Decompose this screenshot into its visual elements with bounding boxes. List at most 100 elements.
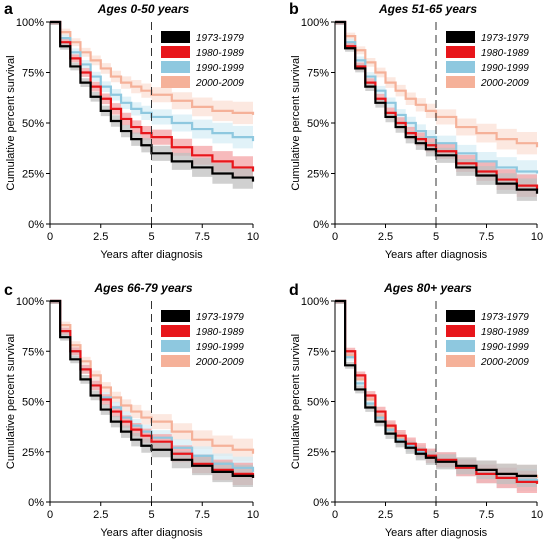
legend-swatch-2000-2009: [161, 355, 190, 367]
x-axis-label: Years after diagnosis: [385, 527, 488, 539]
confidence-band-1973-1979: [335, 301, 537, 488]
legend-label: 2000-2009: [195, 357, 244, 368]
survival-curve-2000-2009: [335, 20, 539, 148]
legend-label: 1980-1989: [481, 48, 529, 59]
confidence-band-1990-1999: [50, 22, 253, 154]
legend-swatch-1973-1979: [161, 310, 190, 322]
y-axis-label: Cumulative percent survival: [5, 55, 17, 190]
x-tick-label: 0: [332, 509, 338, 521]
legend-swatch-1980-1989: [161, 325, 190, 337]
x-tick-label: 2.5: [93, 231, 108, 243]
legend-swatch-1973-1979: [446, 310, 475, 322]
panel-c: c Ages 66-79 years 0% 25% 50% 75% 100% 0 2.5 5 7.5…: [4, 281, 259, 539]
y-tick-label: 50%: [307, 397, 329, 409]
legend-label: 1990-1999: [196, 342, 244, 353]
y-tick-label: 75%: [307, 346, 329, 358]
legend-swatch-2000-2009: [446, 355, 475, 367]
y-tick-label: 0%: [313, 497, 329, 509]
survival-curve-1973-1979: [335, 299, 537, 477]
x-axis-label: Years after diagnosis: [100, 527, 203, 539]
legend-swatch-2000-2009: [446, 76, 475, 88]
legend-label: 1990-1999: [481, 63, 529, 74]
y-axis-label: Cumulative percent survival: [5, 334, 17, 469]
x-tick-label: 2.5: [93, 509, 108, 521]
y-tick-label: 0%: [313, 219, 329, 231]
panel-title: Ages 66-79 years: [93, 281, 192, 295]
x-tick-label: 5: [148, 509, 154, 521]
x-tick-label: 10: [531, 231, 543, 243]
legend-label: 1990-1999: [196, 63, 244, 74]
panel-title: Ages 80+ years: [383, 281, 472, 295]
legend-swatch-1980-1989: [446, 46, 475, 58]
x-tick-label: 7.5: [479, 231, 494, 243]
x-axis-label: Years after diagnosis: [385, 249, 488, 261]
legend-swatch-1990-1999: [446, 61, 475, 73]
legend-label: 1980-1989: [481, 327, 529, 338]
x-axis-label: Years after diagnosis: [100, 249, 203, 261]
legend-swatch-1973-1979: [161, 31, 190, 43]
legend-label: 1990-1999: [481, 342, 529, 353]
confidence-band-2000-2009: [335, 22, 537, 160]
survival-curve-2000-2009: [50, 20, 255, 115]
y-tick-label: 0%: [28, 497, 44, 509]
x-tick-label: 0: [332, 231, 338, 243]
survival-curve-1980-1989: [50, 299, 255, 478]
panel-letter: d: [289, 282, 299, 299]
survival-curve-1973-1979: [335, 20, 539, 194]
legend-label: 1973-1979: [196, 33, 244, 44]
y-tick-label: 100%: [301, 296, 329, 308]
y-tick-label: 50%: [22, 397, 44, 409]
panel-d: d Ages 80+ years 0% 25% 50% 75% 100% 0 2.5 5 7.5 10…: [289, 281, 543, 539]
x-tick-label: 5: [148, 231, 154, 243]
legend-swatch-1990-1999: [446, 340, 475, 352]
x-tick-label: 5: [433, 231, 439, 243]
y-tick-label: 100%: [16, 17, 44, 29]
y-tick-label: 75%: [307, 68, 329, 80]
y-tick-label: 100%: [301, 17, 329, 29]
panel-a: a Ages 0-50 years 0% 25% 50% 75% 100% 0 2.5 5 7.5 1…: [4, 1, 259, 261]
legend-label: 1973-1979: [481, 33, 529, 44]
x-tick-label: 7.5: [195, 231, 210, 243]
survival-curve-1973-1979: [50, 299, 255, 478]
panel-letter: a: [4, 1, 13, 18]
survival-curve-1990-1999: [50, 20, 255, 142]
legend-label: 2000-2009: [480, 357, 529, 368]
survival-curve-1980-1989: [335, 20, 539, 190]
y-tick-label: 0%: [28, 219, 44, 231]
x-tick-label: 7.5: [195, 509, 210, 521]
y-tick-label: 25%: [307, 447, 329, 459]
y-axis-label: Cumulative percent survival: [290, 55, 302, 190]
legend-swatch-1980-1989: [161, 46, 190, 58]
x-tick-label: 2.5: [378, 509, 393, 521]
y-tick-label: 75%: [22, 346, 44, 358]
y-tick-label: 25%: [22, 447, 44, 459]
y-tick-label: 50%: [307, 118, 329, 130]
legend-label: 1980-1989: [196, 327, 244, 338]
x-tick-label: 0: [47, 509, 53, 521]
survival-curve-1980-1989: [50, 20, 255, 172]
legend-label: 1973-1979: [196, 312, 244, 323]
y-axis-label: Cumulative percent survival: [290, 334, 302, 469]
survival-curve-1973-1979: [50, 20, 255, 182]
legend-label: 1980-1989: [196, 48, 244, 59]
x-tick-label: 10: [531, 509, 543, 521]
legend-swatch-1980-1989: [446, 325, 475, 337]
legend-label: 1973-1979: [481, 312, 529, 323]
panel-title: Ages 51-65 years: [378, 2, 477, 16]
legend-label: 2000-2009: [195, 78, 244, 89]
x-tick-label: 10: [247, 231, 259, 243]
panel-b: b Ages 51-65 years 0% 25% 50% 75% 100% 0 2.5 5 7.5…: [289, 1, 543, 261]
survival-curve-2000-2009: [50, 299, 255, 454]
legend-swatch-1973-1979: [446, 31, 475, 43]
panel-letter: b: [289, 1, 299, 18]
y-tick-label: 100%: [16, 296, 44, 308]
confidence-band-2000-2009: [50, 22, 253, 128]
y-tick-label: 25%: [307, 169, 329, 181]
y-tick-label: 75%: [22, 68, 44, 80]
legend-swatch-2000-2009: [161, 76, 190, 88]
x-tick-label: 7.5: [479, 509, 494, 521]
x-tick-label: 2.5: [378, 231, 393, 243]
survival-curve-1990-1999: [335, 20, 539, 174]
panel-letter: c: [4, 282, 13, 299]
